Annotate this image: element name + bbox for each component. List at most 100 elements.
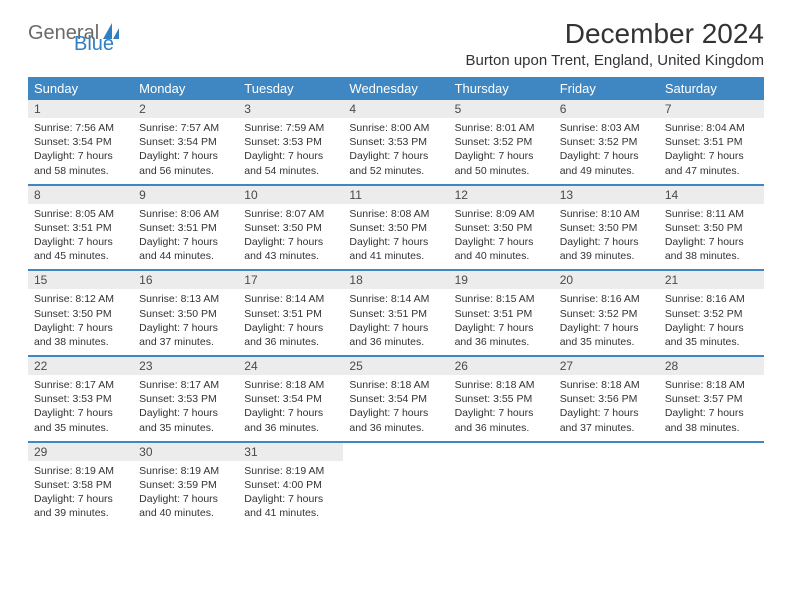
day-number: 10 [238,186,343,204]
sunrise-line: Sunrise: 7:57 AM [139,121,232,135]
daylight-line: Daylight: 7 hours and 49 minutes. [560,149,653,177]
day-number: 20 [554,271,659,289]
daylight-line: Daylight: 7 hours and 41 minutes. [349,235,442,263]
day-body: Sunrise: 8:04 AMSunset: 3:51 PMDaylight:… [659,121,764,178]
daylight-line: Daylight: 7 hours and 54 minutes. [244,149,337,177]
day-cell: 14 Sunrise: 8:11 AMSunset: 3:50 PMDayligh… [659,186,764,270]
sunrise-line: Sunrise: 8:08 AM [349,207,442,221]
day-cell: 25Sunrise: 8:18 AMSunset: 3:54 PMDayligh… [343,357,448,441]
daylight-line: Daylight: 7 hours and 50 minutes. [455,149,548,177]
week-row: 8Sunrise: 8:05 AMSunset: 3:51 PMDaylight… [28,186,764,272]
daylight-line: Daylight: 7 hours and 35 minutes. [560,321,653,349]
day-cell: 12Sunrise: 8:09 AMSunset: 3:50 PMDayligh… [449,186,554,270]
sunrise-line: Sunrise: 8:03 AM [560,121,653,135]
sunrise-line: Sunrise: 8:14 AM [244,292,337,306]
sunset-line: Sunset: 3:50 PM [139,307,232,321]
sunset-line: Sunset: 3:51 PM [34,221,127,235]
day-cell: .. [659,443,764,527]
daylight-line: Daylight: 7 hours and 56 minutes. [139,149,232,177]
header: General Blue December 2024 Burton upon T… [28,18,764,69]
daylight-line: Daylight: 7 hours and 58 minutes. [34,149,127,177]
day-number: 15 [28,271,133,289]
sunset-line: Sunset: 3:51 PM [455,307,548,321]
day-number: 14 [659,186,764,204]
day-body: Sunrise: 8:16 AMSunset: 3:52 PMDaylight:… [659,292,764,349]
day-cell: 1Sunrise: 7:56 AMSunset: 3:54 PMDaylight… [28,100,133,184]
sunrise-line: Sunrise: 8:18 AM [560,378,653,392]
sunset-line: Sunset: 3:52 PM [560,307,653,321]
day-body: Sunrise: 8:10 AMSunset: 3:50 PMDaylight:… [554,207,659,264]
day-number: 28 [659,357,764,375]
sunset-line: Sunset: 4:00 PM [244,478,337,492]
day-cell: 10Sunrise: 8:07 AMSunset: 3:50 PMDayligh… [238,186,343,270]
daylight-line: Daylight: 7 hours and 36 minutes. [349,406,442,434]
day-cell: 31Sunrise: 8:19 AMSunset: 4:00 PMDayligh… [238,443,343,527]
sunrise-line: Sunrise: 8:19 AM [244,464,337,478]
day-cell: 7Sunrise: 8:04 AMSunset: 3:51 PMDaylight… [659,100,764,184]
logo: General Blue [28,22,121,45]
week-row: 29Sunrise: 8:19 AMSunset: 3:58 PMDayligh… [28,443,764,527]
day-number: 11 [343,186,448,204]
day-body: Sunrise: 8:03 AMSunset: 3:52 PMDaylight:… [554,121,659,178]
day-cell: 6 Sunrise: 8:03 AMSunset: 3:52 PMDaylight… [554,100,659,184]
daylight-line: Daylight: 7 hours and 38 minutes. [665,406,758,434]
daylight-line: Daylight: 7 hours and 37 minutes. [139,321,232,349]
sunset-line: Sunset: 3:50 PM [455,221,548,235]
day-cell: .. [343,443,448,527]
day-header: Saturday [659,77,764,100]
day-number: 6 [554,100,659,118]
day-cell: 21 Sunrise: 8:16 AMSunset: 3:52 PMDayligh… [659,271,764,355]
sunrise-line: Sunrise: 8:00 AM [349,121,442,135]
daylight-line: Daylight: 7 hours and 37 minutes. [560,406,653,434]
sunset-line: Sunset: 3:50 PM [244,221,337,235]
sunrise-line: Sunrise: 8:06 AM [139,207,232,221]
day-cell: 22Sunrise: 8:17 AMSunset: 3:53 PMDayligh… [28,357,133,441]
sunrise-line: Sunrise: 8:19 AM [139,464,232,478]
daylight-line: Daylight: 7 hours and 40 minutes. [455,235,548,263]
day-number: 8 [28,186,133,204]
day-header: Tuesday [238,77,343,100]
day-number: 21 [659,271,764,289]
sunrise-line: Sunrise: 8:15 AM [455,292,548,306]
day-cell: 20 Sunrise: 8:16 AMSunset: 3:52 PMDayligh… [554,271,659,355]
day-body: Sunrise: 8:17 AMSunset: 3:53 PMDaylight:… [28,378,133,435]
title-block: December 2024 Burton upon Trent, England… [465,18,764,69]
day-cell: 3 Sunrise: 7:59 AMSunset: 3:53 PMDaylight… [238,100,343,184]
sunset-line: Sunset: 3:53 PM [244,135,337,149]
day-cell: 28Sunrise: 8:18 AMSunset: 3:57 PMDayligh… [659,357,764,441]
sunrise-line: Sunrise: 8:18 AM [455,378,548,392]
daylight-line: Daylight: 7 hours and 45 minutes. [34,235,127,263]
sunset-line: Sunset: 3:53 PM [349,135,442,149]
day-number: 26 [449,357,554,375]
day-number: 16 [133,271,238,289]
daylight-line: Daylight: 7 hours and 39 minutes. [34,492,127,520]
sunrise-line: Sunrise: 7:56 AM [34,121,127,135]
day-header: Wednesday [343,77,448,100]
sunset-line: Sunset: 3:59 PM [139,478,232,492]
sunset-line: Sunset: 3:51 PM [244,307,337,321]
day-number: 31 [238,443,343,461]
day-body: Sunrise: 8:18 AMSunset: 3:55 PMDaylight:… [449,378,554,435]
daylight-line: Daylight: 7 hours and 36 minutes. [244,321,337,349]
day-number: 3 [238,100,343,118]
sunset-line: Sunset: 3:54 PM [349,392,442,406]
sunset-line: Sunset: 3:58 PM [34,478,127,492]
day-body: Sunrise: 8:13 AMSunset: 3:50 PMDaylight:… [133,292,238,349]
day-cell: 30Sunrise: 8:19 AMSunset: 3:59 PMDayligh… [133,443,238,527]
day-cell: 23Sunrise: 8:17 AMSunset: 3:53 PMDayligh… [133,357,238,441]
sunset-line: Sunset: 3:50 PM [560,221,653,235]
month-title: December 2024 [465,18,764,50]
day-number: 30 [133,443,238,461]
sunrise-line: Sunrise: 8:18 AM [349,378,442,392]
day-number: 9 [133,186,238,204]
daylight-line: Daylight: 7 hours and 38 minutes. [665,235,758,263]
sunset-line: Sunset: 3:50 PM [349,221,442,235]
sunrise-line: Sunrise: 8:16 AM [560,292,653,306]
sunrise-line: Sunrise: 8:14 AM [349,292,442,306]
day-body: Sunrise: 7:59 AMSunset: 3:53 PMDaylight:… [238,121,343,178]
day-body: Sunrise: 8:11 AMSunset: 3:50 PMDaylight:… [659,207,764,264]
day-body: Sunrise: 8:08 AMSunset: 3:50 PMDaylight:… [343,207,448,264]
daylight-line: Daylight: 7 hours and 44 minutes. [139,235,232,263]
day-cell: 17Sunrise: 8:14 AMSunset: 3:51 PMDayligh… [238,271,343,355]
sunrise-line: Sunrise: 8:18 AM [244,378,337,392]
